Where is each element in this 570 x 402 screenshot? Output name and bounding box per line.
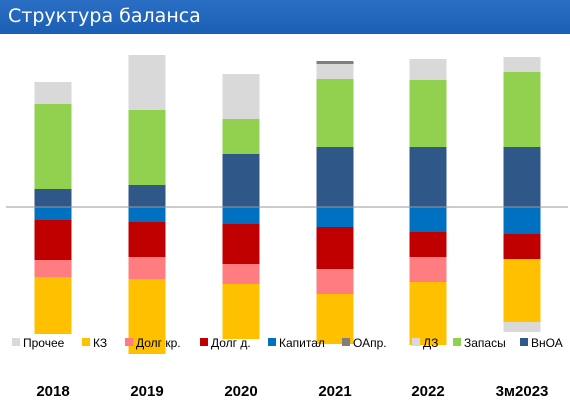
bar-запасы-2021 xyxy=(316,79,354,147)
legend-swatch-кз xyxy=(82,338,90,346)
bar-долг-кр-2019 xyxy=(128,257,166,279)
legend-swatch-долг-д xyxy=(200,338,208,346)
legend-swatch-вноа xyxy=(520,338,528,346)
bar-долг-кр-2018 xyxy=(34,260,72,277)
legend-label-вноа: ВнОА xyxy=(531,336,563,350)
bar-дз-2021 xyxy=(316,64,354,79)
bar-долг-д-2021 xyxy=(316,227,354,269)
legend-label-запасы: Запасы xyxy=(464,336,506,350)
bar-запасы-2022 xyxy=(409,80,447,147)
title-bar: Структура баланса xyxy=(0,0,570,34)
bar-дз-2022 xyxy=(409,59,447,80)
bar-долг-кр-2022 xyxy=(409,257,447,282)
chart-title: Структура баланса xyxy=(8,5,201,27)
bar-долг-кр-2021 xyxy=(316,269,354,294)
bar-запасы-3м2023 xyxy=(503,72,541,147)
bar-кз-2022 xyxy=(409,282,447,345)
bar-долг-д-2018 xyxy=(34,220,72,260)
bar-вноа-3м2023 xyxy=(503,147,541,207)
bar-кз-3м2023 xyxy=(503,259,541,322)
legend-swatch-запасы xyxy=(453,338,461,346)
bar-долг-д-2020 xyxy=(222,224,260,264)
bar-долг-д-2019 xyxy=(128,222,166,257)
legend-label-прочее: Прочее xyxy=(23,336,65,350)
bar-вноа-2020 xyxy=(222,154,260,207)
bar-дз-3м2023 xyxy=(503,57,541,72)
legend-swatch-капитал xyxy=(268,338,276,346)
bar-долг-д-2022 xyxy=(409,232,447,257)
legend-swatch-прочее xyxy=(12,338,20,346)
x-tick-label-2019: 2019 xyxy=(130,383,163,400)
x-tick-label-2020: 2020 xyxy=(224,383,257,400)
bar-дз-2018 xyxy=(34,82,72,104)
bar-капитал-2020 xyxy=(222,207,260,224)
bar-кз-2019 xyxy=(128,279,166,354)
legend-label-кз: КЗ xyxy=(93,336,107,350)
bar-долг-кр-2020 xyxy=(222,264,260,284)
bar-вноа-2021 xyxy=(316,147,354,207)
bar-кз-2020 xyxy=(222,284,260,339)
bar-оапр-2021 xyxy=(316,61,354,64)
legend-swatch-дз xyxy=(412,338,420,346)
legend-label-долг-д: Долг д. xyxy=(211,336,251,350)
legend-label-долг-кр: Долг кр. xyxy=(136,336,181,350)
x-axis-labels: 2018 2019 2020 2021 2022 3м2023 xyxy=(36,383,548,400)
x-tick-label-2018: 2018 xyxy=(36,383,69,400)
bar-капитал-2019 xyxy=(128,207,166,222)
bar-капитал-2021 xyxy=(316,207,354,227)
bar-запасы-2019 xyxy=(128,110,166,185)
bar-прочее-3м2023 xyxy=(503,322,541,332)
bar-кз-2018 xyxy=(34,277,72,334)
bar-вноа-2018 xyxy=(34,189,72,207)
legend-swatch-оапр xyxy=(342,338,350,346)
x-tick-label-2022: 2022 xyxy=(411,383,444,400)
bar-вноа-2022 xyxy=(409,147,447,207)
bar-капитал-2018 xyxy=(34,207,72,220)
bar-запасы-2018 xyxy=(34,104,72,189)
legend-label-дз: ДЗ xyxy=(423,336,438,350)
bar-дз-2020 xyxy=(222,74,260,119)
legend: Прочее КЗ Долг кр. Долг д. Капитал ОАпр. ДЗ Зап… xyxy=(12,336,563,350)
legend-label-оапр: ОАпр. xyxy=(353,336,387,350)
bar-вноа-2019 xyxy=(128,185,166,207)
legend-label-капитал: Капитал xyxy=(279,336,325,350)
bar-дз-2019 xyxy=(128,55,166,110)
bar-долг-д-3м2023 xyxy=(503,234,541,259)
x-tick-label-2021: 2021 xyxy=(318,383,351,400)
bar-кз-2021 xyxy=(316,294,354,344)
bar-капитал-2022 xyxy=(409,207,447,232)
x-tick-label-3м2023: 3м2023 xyxy=(496,383,549,400)
bar-капитал-3м2023 xyxy=(503,207,541,234)
bar-запасы-2020 xyxy=(222,119,260,154)
bars-group xyxy=(34,55,541,354)
legend-swatch-долг-кр xyxy=(125,338,133,346)
